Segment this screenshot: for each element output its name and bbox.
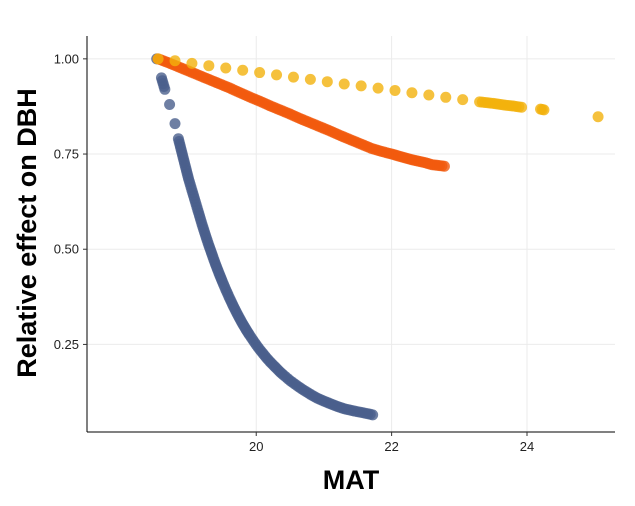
data-point: [372, 82, 384, 94]
data-point: [438, 160, 450, 172]
data-point: [304, 73, 316, 85]
data-point: [287, 71, 299, 83]
data-point: [220, 62, 232, 74]
data-point: [321, 76, 333, 88]
y-tick-label: 0.75: [54, 147, 79, 162]
series-3: [152, 53, 604, 123]
grid-lines: [87, 36, 615, 432]
data-point: [237, 64, 249, 76]
data-point: [152, 53, 164, 65]
y-tick-label: 1.00: [54, 51, 79, 66]
data-point: [406, 87, 418, 99]
x-tick-label: 24: [520, 439, 534, 454]
x-tick-label: 20: [249, 439, 263, 454]
data-point: [338, 78, 350, 90]
data-point: [271, 69, 283, 81]
series-1: [151, 53, 379, 421]
data-point: [203, 60, 215, 72]
data-series: [151, 53, 604, 421]
data-point: [440, 91, 452, 103]
ticks: 0.25 0.50 0.75 1.00 20 22 24: [54, 51, 535, 454]
data-point: [169, 118, 181, 130]
x-tick-label: 22: [384, 439, 398, 454]
data-point: [254, 67, 266, 79]
x-axis-title: MAT: [323, 465, 380, 495]
data-point: [186, 57, 198, 69]
data-point: [423, 89, 435, 101]
data-point: [538, 104, 550, 116]
y-tick-label: 0.25: [54, 337, 79, 352]
data-point: [159, 83, 171, 95]
data-point: [164, 99, 176, 111]
data-point: [516, 101, 528, 113]
data-point: [367, 409, 379, 421]
y-axis-title: Relative effect on DBH: [12, 88, 42, 378]
data-point: [355, 80, 367, 92]
data-point: [389, 84, 401, 96]
y-tick-label: 0.50: [54, 242, 79, 257]
axes: [86, 36, 615, 433]
data-point: [169, 55, 181, 67]
data-point: [457, 94, 469, 106]
data-point: [592, 111, 604, 123]
